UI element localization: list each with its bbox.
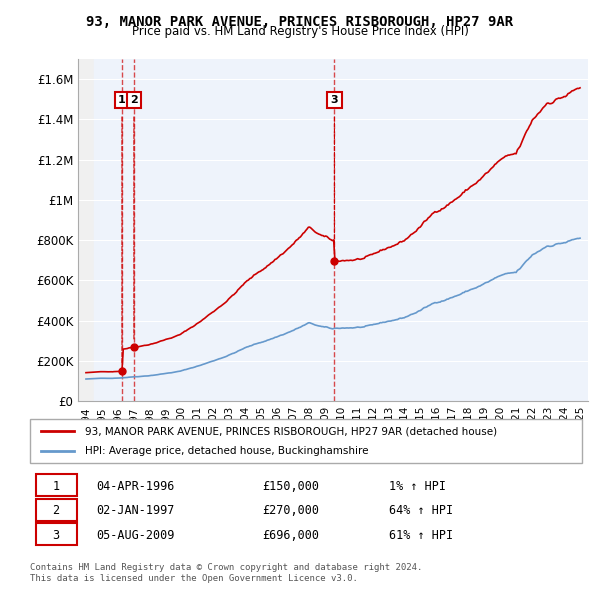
Text: 04-APR-1996: 04-APR-1996 — [96, 480, 175, 493]
Text: £150,000: £150,000 — [262, 480, 319, 493]
Text: 05-AUG-2009: 05-AUG-2009 — [96, 529, 175, 542]
Text: £696,000: £696,000 — [262, 529, 319, 542]
FancyBboxPatch shape — [35, 499, 77, 521]
Text: Price paid vs. HM Land Registry's House Price Index (HPI): Price paid vs. HM Land Registry's House … — [131, 25, 469, 38]
Bar — [78, 59, 94, 401]
Text: 1% ↑ HPI: 1% ↑ HPI — [389, 480, 446, 493]
Text: 1: 1 — [52, 480, 59, 493]
Text: £270,000: £270,000 — [262, 504, 319, 517]
Text: 02-JAN-1997: 02-JAN-1997 — [96, 504, 175, 517]
Text: 64% ↑ HPI: 64% ↑ HPI — [389, 504, 453, 517]
FancyBboxPatch shape — [35, 523, 77, 545]
Text: 93, MANOR PARK AVENUE, PRINCES RISBOROUGH, HP27 9AR (detached house): 93, MANOR PARK AVENUE, PRINCES RISBOROUG… — [85, 427, 497, 436]
Bar — [94, 59, 588, 401]
Text: 1: 1 — [118, 95, 126, 105]
Text: Contains HM Land Registry data © Crown copyright and database right 2024.
This d: Contains HM Land Registry data © Crown c… — [30, 563, 422, 583]
Text: HPI: Average price, detached house, Buckinghamshire: HPI: Average price, detached house, Buck… — [85, 446, 368, 455]
FancyBboxPatch shape — [30, 419, 582, 463]
Text: 3: 3 — [331, 95, 338, 105]
Text: 93, MANOR PARK AVENUE, PRINCES RISBOROUGH, HP27 9AR: 93, MANOR PARK AVENUE, PRINCES RISBOROUG… — [86, 15, 514, 29]
Text: 3: 3 — [52, 529, 59, 542]
FancyBboxPatch shape — [35, 474, 77, 496]
Text: 2: 2 — [52, 504, 59, 517]
Text: 2: 2 — [130, 95, 138, 105]
Text: 61% ↑ HPI: 61% ↑ HPI — [389, 529, 453, 542]
